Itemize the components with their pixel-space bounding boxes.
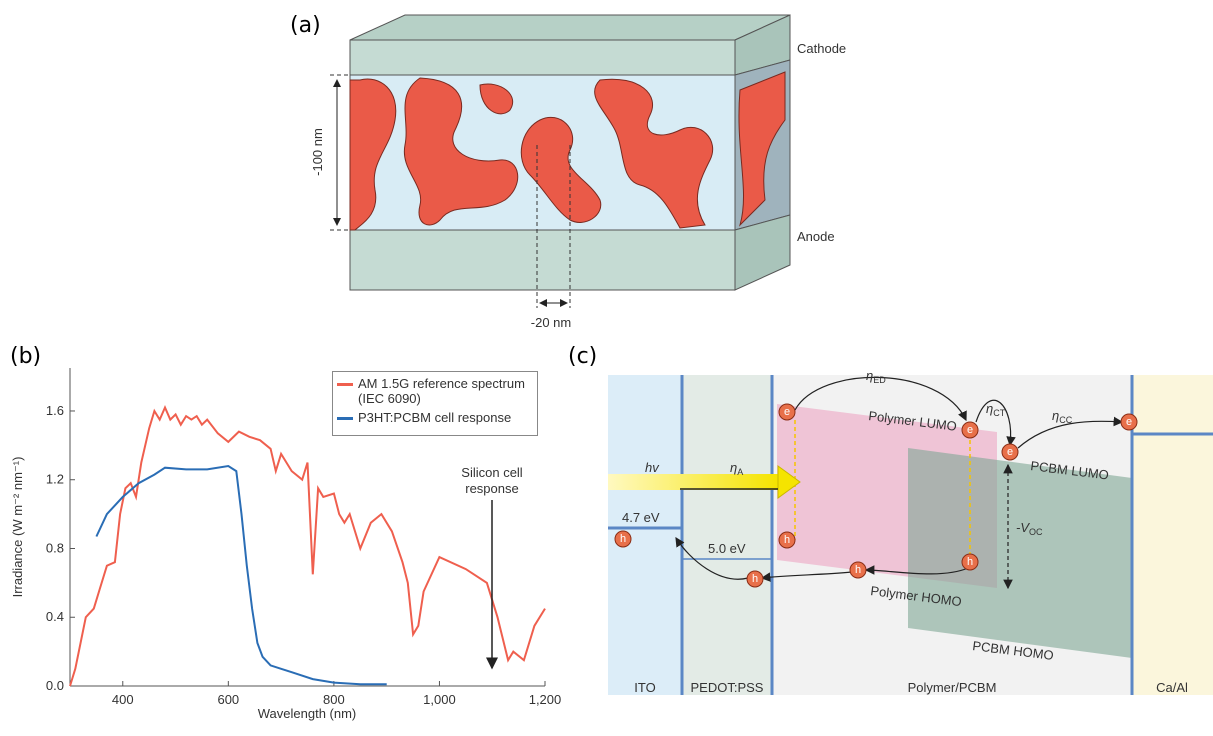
page: (a) -100 nm -20 nm Cathode Anode (b) Wav… — [0, 0, 1213, 736]
panel-label: (a) — [290, 13, 321, 38]
figure: (a) -100 nm -20 nm Cathode Anode (b) Wav… — [0, 0, 1213, 736]
hole: h — [967, 556, 973, 568]
x-tick-label: 600 — [217, 692, 239, 707]
electron: e — [967, 424, 973, 436]
hole: h — [752, 573, 758, 585]
anode-label: Anode — [797, 229, 835, 244]
cathode-layer — [350, 40, 735, 75]
legend-swatch — [337, 417, 353, 420]
layer-label: Ca/Al — [1156, 680, 1188, 695]
x-tick-label: 400 — [112, 692, 134, 707]
panel-label: (c) — [568, 344, 597, 369]
legend: AM 1.5G reference spectrum (IEC 6090) P3H… — [332, 371, 538, 436]
layer-label: PEDOT:PSS — [691, 680, 764, 695]
y-tick-label: 0.4 — [46, 609, 64, 624]
ito-level: 4.7 eV — [622, 510, 660, 525]
y-tick-label: 1.2 — [46, 472, 64, 487]
legend-label: P3HT:PCBM cell response — [358, 410, 511, 425]
electron: e — [1126, 416, 1132, 428]
legend-swatch — [337, 383, 353, 386]
domain-size-label: -20 nm — [531, 315, 571, 330]
y-axis-label: Irradiance (W m⁻² nm⁻¹) — [10, 457, 25, 598]
hole: h — [620, 533, 626, 545]
legend-label: AM 1.5G reference spectrum (IEC 6090) — [358, 376, 533, 406]
layer-label: ITO — [634, 680, 655, 695]
series-line — [70, 408, 545, 687]
layer-label: Polymer/PCBM — [908, 680, 997, 695]
x-tick-label: 1,200 — [529, 692, 562, 707]
hole: h — [855, 564, 861, 576]
hole: h — [784, 534, 790, 546]
x-tick-label: 800 — [323, 692, 345, 707]
photon: hv — [645, 460, 660, 475]
series-line — [96, 466, 386, 684]
pedot-level: 5.0 eV — [708, 541, 746, 556]
x-axis-label: Wavelength (nm) — [258, 706, 357, 721]
annotation: Silicon cell response — [452, 465, 532, 497]
thickness-label: -100 nm — [310, 128, 325, 176]
y-tick-label: 1.6 — [46, 403, 64, 418]
y-tick-label: 0.0 — [46, 678, 64, 693]
legend-entry: AM 1.5G reference spectrum (IEC 6090) — [337, 376, 533, 406]
anode-layer — [350, 230, 735, 290]
panel-label: (b) — [10, 344, 41, 369]
electron: e — [1007, 446, 1013, 458]
x-tick-label: 1,000 — [423, 692, 456, 707]
panel-c: (c) e e e e h h — [568, 344, 1213, 695]
cathode-layer — [1132, 375, 1213, 695]
pedot-layer — [682, 375, 772, 695]
electron: e — [784, 406, 790, 418]
legend-entry: P3HT:PCBM cell response — [337, 410, 533, 425]
cathode-label: Cathode — [797, 41, 846, 56]
panel-a: (a) -100 nm -20 nm Cathode Anode — [290, 13, 846, 330]
y-tick-label: 0.8 — [46, 540, 64, 555]
box-top — [350, 15, 790, 40]
eta-ed: ηED — [866, 368, 886, 385]
